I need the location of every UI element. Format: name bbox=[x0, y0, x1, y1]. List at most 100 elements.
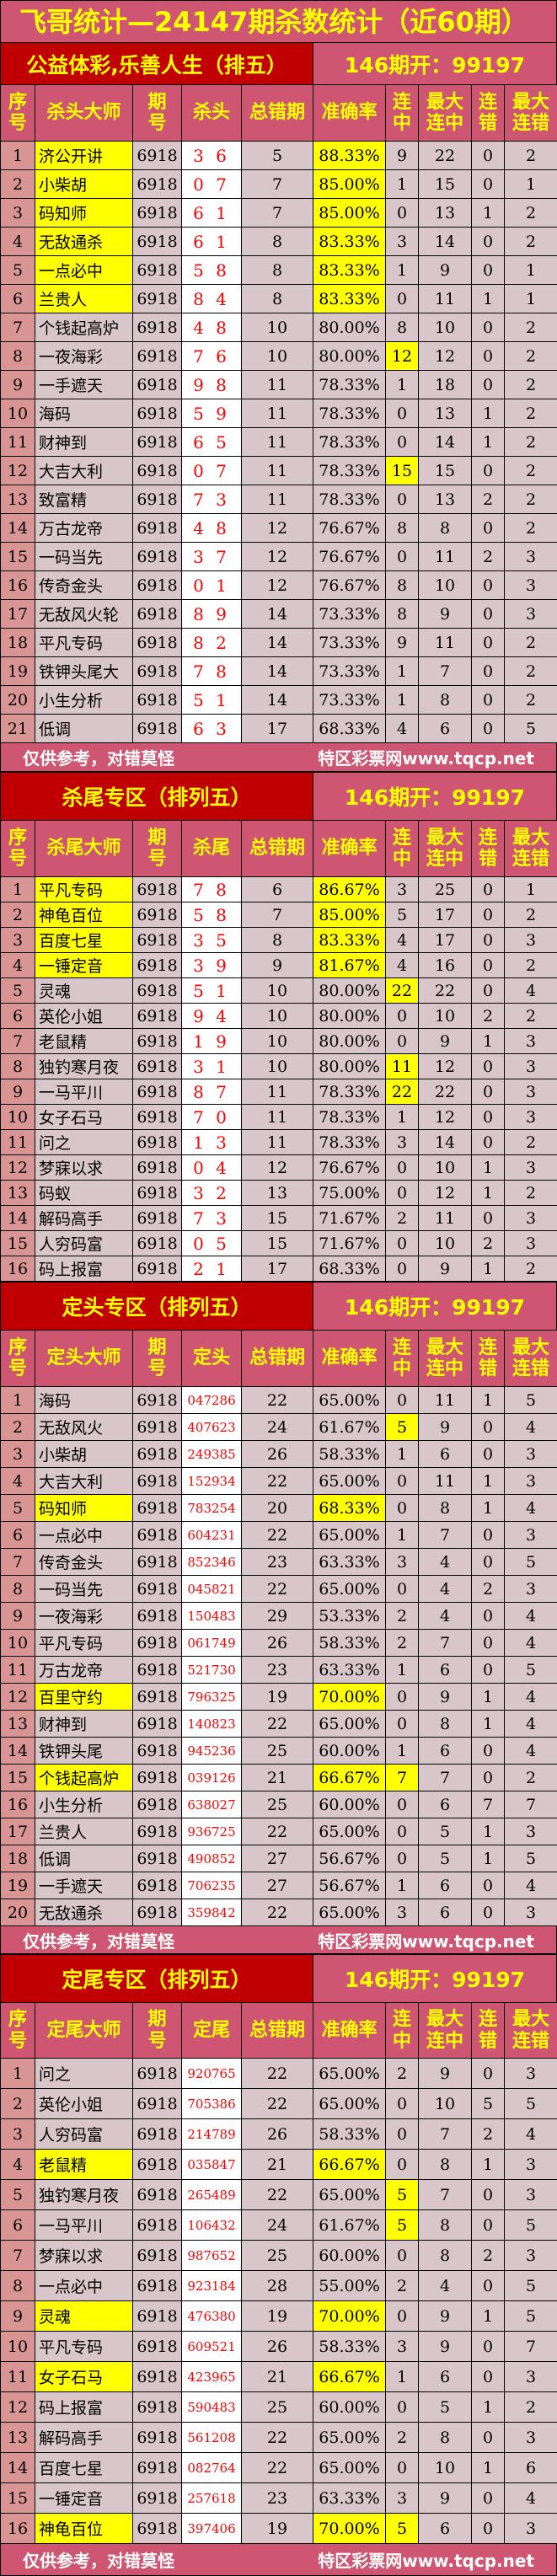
cell-pick: 150483 bbox=[182, 1603, 242, 1630]
cell-seq: 9 bbox=[1, 1603, 35, 1630]
cell-max-streak: 13 bbox=[419, 199, 472, 228]
cell-streak: 8 bbox=[386, 514, 419, 543]
site-link[interactable]: 特区彩票网www.tqcp.net bbox=[318, 1931, 534, 1952]
cell-master: 平凡专码 bbox=[35, 1630, 133, 1657]
cell-accuracy: 78.33% bbox=[313, 399, 386, 428]
cell-pick: 1 3 bbox=[182, 1130, 242, 1155]
column-header-label: 连错 bbox=[478, 2009, 497, 2052]
cell-accuracy: 55.00% bbox=[313, 2271, 386, 2301]
cell-master: 灵魂 bbox=[35, 2301, 133, 2332]
cell-max-streak: 18 bbox=[419, 371, 472, 399]
cell-max-miss-streak: 1 bbox=[505, 170, 557, 199]
site-link[interactable]: 特区彩票网www.tqcp.net bbox=[318, 748, 534, 769]
cell-accuracy: 63.33% bbox=[313, 1549, 386, 1576]
cell-miss-streak: 1 bbox=[472, 2301, 505, 2332]
cell-streak: 0 bbox=[386, 2392, 419, 2423]
cell-streak: 1 bbox=[386, 686, 419, 715]
cell-total-miss: 6 bbox=[242, 877, 313, 902]
table-row: 15 人穷码富 6918 0 5 15 71.67% 0 10 2 3 bbox=[0, 1231, 557, 1256]
table-row: 9 一夜海彩 6918 150483 29 53.33% 2 4 0 4 bbox=[0, 1603, 557, 1630]
cell-total-miss: 14 bbox=[242, 600, 313, 629]
cell-accuracy: 83.33% bbox=[313, 928, 386, 953]
cell-max-miss-streak: 2 bbox=[505, 228, 557, 256]
cell-pick: 5 8 bbox=[182, 902, 242, 928]
draw-result: 146期开：99197 bbox=[313, 1955, 556, 2002]
disclaimer: 仅供参考，对错莫怪 bbox=[23, 1931, 174, 1952]
cell-issue: 6918 bbox=[133, 877, 182, 902]
cell-max-streak: 6 bbox=[419, 2514, 472, 2544]
cell-max-streak: 10 bbox=[419, 313, 472, 342]
cell-issue: 6918 bbox=[133, 256, 182, 285]
cell-seq: 10 bbox=[1, 1105, 35, 1130]
column-header-max-streak: 最大连中 bbox=[419, 821, 472, 877]
cell-accuracy: 80.00% bbox=[313, 1029, 386, 1054]
cell-pick: 0 1 bbox=[182, 571, 242, 600]
table-row: 3 百度七星 6918 3 5 8 83.33% 4 17 0 3 bbox=[0, 928, 557, 953]
cell-streak: 22 bbox=[386, 1079, 419, 1105]
cell-total-miss: 25 bbox=[242, 1791, 313, 1818]
cell-miss-streak: 0 bbox=[472, 1522, 505, 1549]
cell-total-miss: 23 bbox=[242, 1549, 313, 1576]
cell-max-miss-streak: 1 bbox=[505, 256, 557, 285]
cell-pick: 082764 bbox=[182, 2453, 242, 2483]
cell-pick: 923184 bbox=[182, 2271, 242, 2301]
cell-accuracy: 60.00% bbox=[313, 2241, 386, 2271]
cell-total-miss: 14 bbox=[242, 657, 313, 686]
cell-pick: 638027 bbox=[182, 1791, 242, 1818]
cell-miss-streak: 0 bbox=[472, 1206, 505, 1231]
cell-pick: 397406 bbox=[182, 2514, 242, 2544]
cell-max-streak: 11 bbox=[419, 1206, 472, 1231]
cell-streak: 0 bbox=[386, 1818, 419, 1845]
cell-max-streak: 5 bbox=[419, 2392, 472, 2423]
column-header-label: 总错期 bbox=[249, 102, 305, 124]
table-row: 20 无敌通杀 6918 359842 22 65.00% 3 6 0 3 bbox=[0, 1899, 557, 1926]
table-row: 13 码蚁 6918 3 2 13 75.00% 0 12 1 2 bbox=[0, 1181, 557, 1206]
cell-issue: 6918 bbox=[133, 1079, 182, 1105]
table-row: 13 财神到 6918 140823 22 65.00% 0 8 1 4 bbox=[0, 1711, 557, 1738]
cell-max-streak: 14 bbox=[419, 228, 472, 256]
cell-master: 财神到 bbox=[35, 428, 133, 457]
cell-max-miss-streak: 1 bbox=[505, 285, 557, 313]
table-row: 2 神龟百位 6918 5 8 7 85.00% 5 17 0 2 bbox=[0, 902, 557, 928]
cell-issue: 6918 bbox=[133, 978, 182, 1004]
cell-pick: 4 8 bbox=[182, 514, 242, 543]
cell-total-miss: 22 bbox=[242, 2059, 313, 2089]
site-link[interactable]: 特区彩票网www.tqcp.net bbox=[318, 2551, 534, 2571]
column-header-label: 期号 bbox=[147, 827, 167, 870]
cell-issue: 6918 bbox=[133, 2332, 182, 2362]
cell-accuracy: 75.00% bbox=[313, 1181, 386, 1206]
cell-master: 百度七星 bbox=[35, 928, 133, 953]
column-header-label: 序号 bbox=[8, 827, 27, 870]
cell-master: 低调 bbox=[35, 715, 133, 743]
cell-streak: 9 bbox=[386, 629, 419, 657]
section-header: 定尾专区（排列五） 146期开：99197 bbox=[0, 1954, 557, 2002]
column-header-label: 准确率 bbox=[321, 838, 378, 860]
cell-issue: 6918 bbox=[133, 399, 182, 428]
cell-max-streak: 11 bbox=[419, 1468, 472, 1495]
cell-streak: 22 bbox=[386, 978, 419, 1004]
cell-max-miss-streak: 3 bbox=[505, 1155, 557, 1181]
cell-seq: 10 bbox=[1, 1630, 35, 1657]
cell-issue: 6918 bbox=[133, 170, 182, 199]
table-row: 12 梦寐以求 6918 0 4 12 76.67% 0 10 1 3 bbox=[0, 1155, 557, 1181]
column-header-label: 定头大师 bbox=[46, 1347, 121, 1369]
section-title: 定尾专区（排列五） bbox=[1, 1955, 313, 2002]
cell-master: 致富精 bbox=[35, 485, 133, 514]
cell-pick: 3 2 bbox=[182, 1181, 242, 1206]
cell-total-miss: 22 bbox=[242, 1899, 313, 1926]
cell-total-miss: 26 bbox=[242, 1441, 313, 1468]
cell-seq: 14 bbox=[1, 514, 35, 543]
cell-max-miss-streak: 5 bbox=[505, 715, 557, 743]
cell-issue: 6918 bbox=[133, 1054, 182, 1079]
cell-pick: 6 5 bbox=[182, 428, 242, 457]
cell-issue: 6918 bbox=[133, 342, 182, 371]
column-header-seq: 序号 bbox=[1, 1331, 35, 1387]
cell-streak: 0 bbox=[386, 399, 419, 428]
cell-total-miss: 22 bbox=[242, 1576, 313, 1603]
cell-accuracy: 78.33% bbox=[313, 371, 386, 399]
cell-seq: 12 bbox=[1, 1155, 35, 1181]
cell-issue: 6918 bbox=[133, 514, 182, 543]
cell-total-miss: 11 bbox=[242, 428, 313, 457]
cell-pick: 604231 bbox=[182, 1522, 242, 1549]
cell-accuracy: 78.33% bbox=[313, 1079, 386, 1105]
